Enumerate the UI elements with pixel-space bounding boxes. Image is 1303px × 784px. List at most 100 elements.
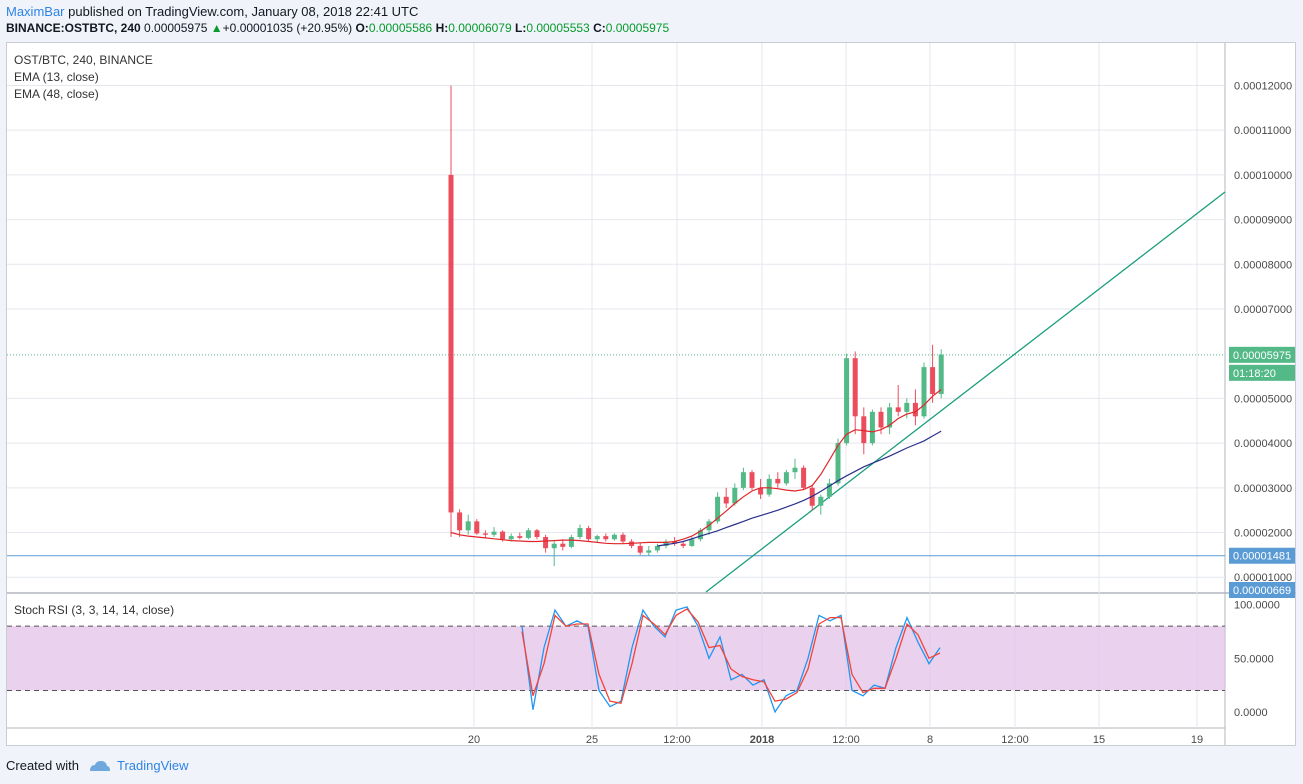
low-price-label: 0.00000669 (1233, 585, 1291, 597)
time-tick-label: 20 (468, 734, 480, 746)
candle-body (783, 472, 789, 484)
stoch-d-line (521, 608, 941, 705)
candle-body (568, 537, 574, 547)
candle-body (465, 521, 471, 531)
candle-body (525, 530, 531, 538)
time-tick-label: 2018 (750, 734, 774, 746)
candle-body (801, 467, 807, 488)
last-price-label: 0.00005975 (1233, 350, 1291, 362)
candle-body (560, 543, 566, 547)
candle-body (938, 354, 944, 394)
price-tick-label: 0.00010000 (1234, 170, 1292, 182)
up-arrow-icon: ▲ (210, 21, 223, 35)
time-tick-label: 19 (1191, 734, 1203, 746)
countdown-label-bg (1229, 364, 1295, 381)
time-tick-label: 8 (927, 734, 933, 746)
candle-body (826, 483, 832, 497)
price-tick-label: 0.00003000 (1234, 483, 1292, 495)
close-label: C: (593, 21, 606, 35)
candle-body (508, 536, 514, 540)
candle-body (904, 402, 910, 412)
close-value: 0.00005975 (605, 21, 670, 35)
candle-body (448, 174, 454, 513)
candle-body (766, 478, 772, 495)
symbol-ohlc-line: BINANCE:OSTBTC, 240 0.00005975 ▲+0.00001… (6, 21, 669, 35)
candle-body (715, 496, 721, 522)
candle-body (517, 536, 523, 538)
candle-body (912, 402, 918, 417)
high-value: 0.00006079 (448, 21, 512, 35)
author-link[interactable]: MaximBar (6, 4, 65, 19)
footer: Created with TradingView (6, 758, 189, 773)
trend-line (705, 191, 1226, 593)
candle-body (620, 534, 626, 542)
candle-body (852, 358, 858, 417)
low-value: 0.00005553 (526, 21, 590, 35)
ema13-line (450, 389, 942, 545)
price-tick-label: 0.00007000 (1234, 304, 1292, 316)
rsi-tick-label: 100.0000 (1234, 600, 1280, 612)
candle-body (697, 530, 703, 540)
ema48-line (657, 430, 942, 547)
candle-body (844, 358, 850, 444)
stoch-rsi-legend: Stoch RSI (3, 3, 14, 14, close) (14, 603, 175, 617)
low-price-label-bg (1229, 582, 1295, 598)
candle-body (835, 443, 841, 484)
candle-body (637, 545, 643, 553)
candle-body (895, 407, 901, 412)
publication-header: MaximBar published on TradingView.com, J… (0, 0, 1303, 40)
stoch-k-line (521, 606, 941, 714)
candle-body (749, 472, 755, 488)
tradingview-brand-link[interactable]: TradingView (116, 758, 189, 773)
time-tick-label: 25 (586, 734, 598, 746)
candle-body (603, 536, 609, 540)
support-price-label-bg (1229, 547, 1295, 564)
candle-body (586, 528, 592, 540)
candle-body (646, 550, 652, 553)
high-label: H: (435, 21, 449, 35)
ema13-legend: EMA (13, close) (14, 70, 99, 84)
candle-body (457, 512, 463, 531)
price-tick-label: 0.00011000 (1234, 125, 1291, 137)
price-change: +0.00001035 (+20.95%) (222, 21, 353, 35)
stoch-rsi-band (7, 626, 1225, 691)
created-with-text: Created with (6, 758, 79, 773)
candle-body (775, 478, 781, 484)
candle-body (740, 472, 746, 488)
candle-body (921, 367, 927, 417)
price-tick-label: 0.00009000 (1234, 215, 1292, 227)
candle-body (474, 521, 480, 534)
time-tick-label: 12:00 (1001, 734, 1029, 746)
candle-body (654, 545, 660, 551)
candle-body (611, 534, 617, 540)
price-tick-label: 0.00005000 (1234, 393, 1292, 405)
rsi-tick-label: 0.0000 (1234, 707, 1268, 719)
ema48-legend: EMA (48, close) (14, 87, 99, 101)
candle-body (869, 411, 875, 444)
candle-body (482, 533, 488, 535)
candle-body (732, 487, 738, 504)
countdown-label: 01:18:20 (1233, 368, 1276, 380)
candle-body (818, 496, 824, 506)
last-price: 0.00005975 (144, 21, 208, 35)
candle-body (878, 411, 884, 428)
candle-body (689, 539, 695, 546)
price-tick-label: 0.00004000 (1234, 438, 1292, 450)
candle-body (792, 467, 798, 473)
time-tick-label: 15 (1093, 734, 1105, 746)
candle-body (861, 416, 867, 444)
candle-body (577, 528, 583, 538)
candle-body (543, 537, 549, 549)
candle-body (551, 543, 557, 549)
price-tick-label: 0.00008000 (1234, 259, 1292, 271)
symbol-label: BINANCE:OSTBTC, 240 (6, 21, 141, 35)
candle-body (663, 541, 669, 546)
last-price-label-bg (1229, 346, 1295, 363)
candle-body (491, 531, 497, 535)
candle-body (758, 487, 764, 495)
candle-body (672, 541, 678, 544)
published-text: published on TradingView.com, January 08… (64, 4, 419, 19)
time-tick-label: 12:00 (832, 734, 860, 746)
candle-body (680, 543, 686, 546)
